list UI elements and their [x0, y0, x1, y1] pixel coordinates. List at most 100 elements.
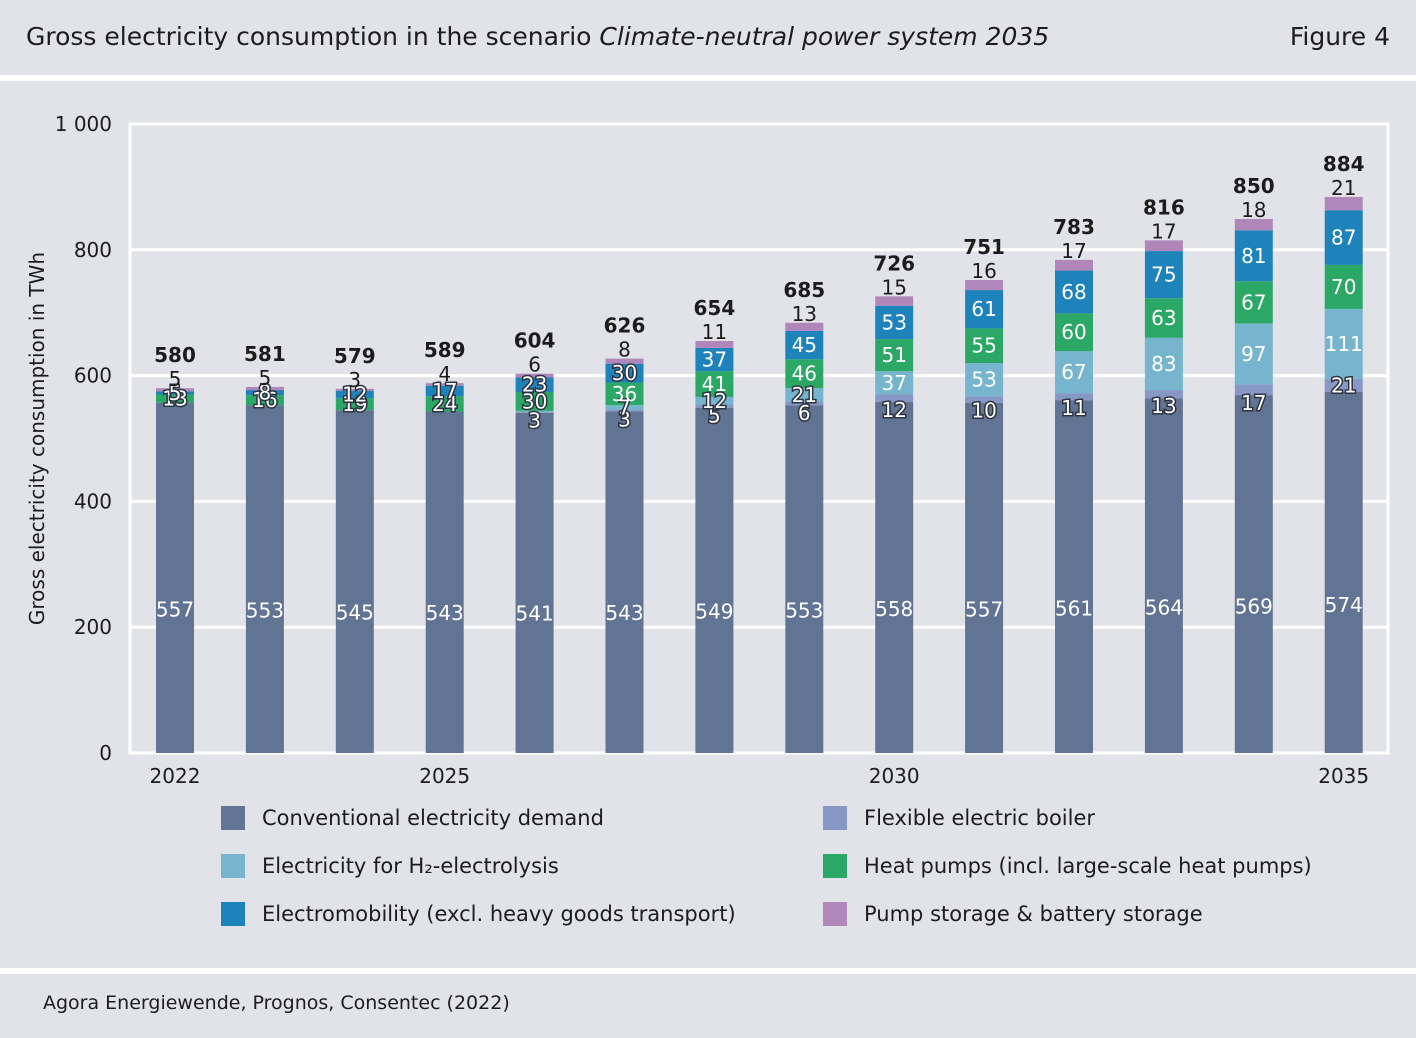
segment-label: 553: [785, 598, 823, 622]
segment-label: 3: [528, 409, 541, 433]
bar-segment: [515, 410, 554, 413]
bar-segment: [245, 395, 284, 406]
segment-label: 6: [528, 353, 541, 377]
bar-segment: [965, 396, 1004, 403]
bar-segment: [875, 339, 914, 372]
legend-item-conventional: Conventional electricity demand: [221, 806, 604, 830]
bar-segment: [1144, 240, 1183, 252]
segment-label: 561: [1055, 596, 1093, 620]
legend: Conventional electricity demand Flexible…: [0, 806, 1416, 956]
segment-label: 4: [438, 362, 451, 386]
bar-segment: [515, 373, 554, 378]
chart-title-scenario: Climate-neutral power system 2035: [599, 22, 1050, 51]
bar-segment: [245, 405, 284, 753]
segment-label: 558: [875, 597, 913, 621]
bar-segment: [605, 358, 644, 364]
segment-label: 53: [881, 310, 906, 334]
bar-segment: [695, 347, 734, 372]
segment-label: 543: [605, 601, 643, 625]
segment-label: 5: [708, 404, 721, 428]
legend-label-emobility: Electromobility (excl. heavy goods trans…: [262, 902, 736, 926]
segment-label: 11: [702, 320, 727, 344]
segment-label: 5: [259, 366, 272, 390]
bar-segment: [785, 388, 824, 402]
segment-label: 21: [792, 383, 817, 407]
bar-segment: [785, 401, 824, 406]
bar-segment: [156, 402, 194, 753]
bar-segment: [425, 411, 464, 753]
bar-segment: [156, 394, 194, 403]
bar-segment: [875, 371, 914, 395]
y-tick-label: 1 000: [55, 112, 112, 136]
segment-label: 111: [1325, 332, 1363, 356]
bar-segment: [245, 386, 284, 391]
footer-divider: [0, 968, 1416, 974]
bar-segment: [965, 402, 1004, 753]
bar-segment: [425, 383, 464, 386]
segment-label: 68: [1061, 280, 1086, 304]
segment-label: 97: [1241, 342, 1266, 366]
bar-segment: [156, 388, 194, 392]
total-label: 579: [334, 344, 376, 368]
bar-segment: [965, 363, 1004, 397]
legend-label-heatpumps: Heat pumps (incl. large-scale heat pumps…: [864, 854, 1312, 878]
total-label: 654: [694, 296, 736, 320]
segment-label: 81: [1241, 244, 1266, 268]
segment-label: 553: [246, 598, 284, 622]
segment-label: 541: [516, 601, 554, 625]
segment-label: 557: [965, 597, 1003, 621]
bar-segment: [425, 385, 464, 397]
segment-label: 21: [1331, 373, 1356, 397]
total-label: 626: [604, 314, 646, 338]
bar-segment: [1055, 313, 1093, 352]
bar-segment: [1144, 337, 1183, 391]
segment-label: 17: [1241, 391, 1266, 415]
bar-segment: [1234, 395, 1273, 753]
segment-label: 13: [162, 387, 187, 411]
segment-label: 17: [432, 379, 457, 403]
bar-segment: [335, 398, 374, 411]
legend-label-conventional: Conventional electricity demand: [262, 806, 604, 830]
bar-segment: [605, 405, 644, 410]
segment-label: 41: [702, 372, 727, 396]
segment-label: 21: [1331, 176, 1356, 200]
segment-label: 46: [792, 362, 817, 386]
bar-segment: [785, 322, 824, 331]
legend-swatch-storage: [823, 902, 847, 926]
bar-segment: [605, 411, 644, 753]
segment-label: 7: [618, 395, 631, 419]
segment-label: 87: [1331, 226, 1356, 250]
bar-segment: [605, 382, 644, 406]
legend-item-boiler: Flexible electric boiler: [823, 806, 1095, 830]
bar-segment: [695, 341, 734, 348]
bar-segment: [875, 394, 914, 403]
legend-label-h2: Electricity for H₂-electrolysis: [262, 854, 559, 878]
bar-segment: [1144, 298, 1183, 338]
total-label: 581: [244, 342, 286, 366]
y-tick-label: 600: [74, 364, 112, 388]
bar-segment: [335, 388, 374, 391]
y-tick-label: 200: [74, 615, 112, 639]
legend-swatch-boiler: [823, 806, 847, 830]
bar-segment: [1324, 210, 1363, 265]
total-label: 604: [514, 329, 556, 353]
x-tick-label: 2025: [419, 764, 470, 788]
total-label: 751: [963, 235, 1005, 259]
plot-frame: [128, 122, 1390, 755]
bar-segment: [785, 405, 824, 753]
bar-segment: [515, 412, 554, 413]
segment-label: 543: [426, 601, 464, 625]
bar-segment: [695, 407, 734, 753]
bar-segment: [1324, 308, 1363, 379]
legend-swatch-emobility: [221, 902, 245, 926]
segment-label: 16: [971, 259, 996, 283]
bar-segment: [515, 412, 554, 753]
chart-title-text: Gross electricity consumption in the sce…: [26, 22, 600, 51]
segment-label: 6: [798, 401, 811, 425]
bar-segment: [1234, 384, 1273, 396]
legend-swatch-h2: [221, 854, 245, 878]
y-tick-label: 400: [74, 489, 112, 513]
bar-segment: [156, 391, 194, 395]
y-tick-label: 0: [99, 741, 112, 765]
source-note: Agora Energiewende, Prognos, Consentec (…: [43, 992, 510, 1014]
